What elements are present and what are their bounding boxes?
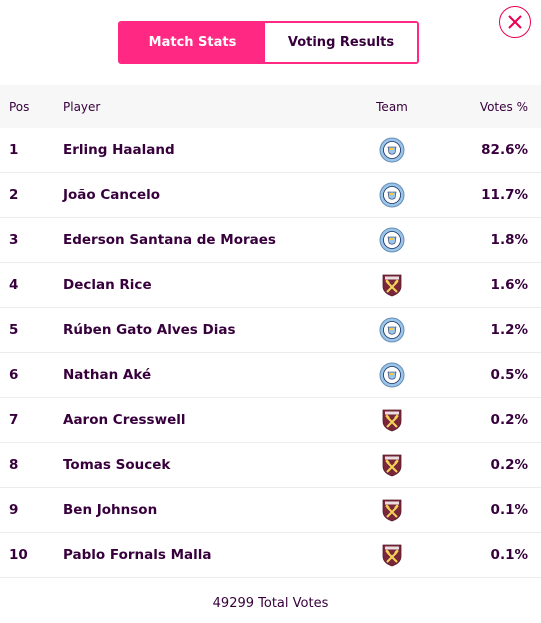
row-votes: 1.6% [490,277,528,293]
west-ham-badge-icon [382,409,402,432]
row-player: Tomas Soucek [63,457,171,473]
west-ham-badge-icon [382,544,402,567]
row-player: Nathan Aké [63,367,152,383]
table-row: 2 João Cancelo 11.7% [0,173,541,218]
row-player: João Cancelo [63,187,161,203]
close-icon [508,15,522,29]
table-row: 6 Nathan Aké 0.5% [0,353,541,398]
row-player: Aaron Cresswell [63,412,186,428]
voting-results-table: Pos Player Team Votes % 1 Erling Haaland 8… [0,85,541,578]
row-pos: 9 [9,502,19,518]
table-row: 10 Pablo Fornals Malla 0.1% [0,533,541,578]
man-city-badge-icon [379,182,405,208]
row-pos: 4 [9,277,19,293]
row-votes: 11.7% [481,187,528,203]
row-votes: 1.2% [490,322,528,338]
row-pos: 3 [9,232,19,248]
row-pos: 8 [9,457,19,473]
row-pos: 10 [9,547,28,563]
tab-match-stats[interactable]: Match Stats [120,23,265,62]
row-pos: 1 [9,142,19,158]
man-city-badge-icon [379,362,405,388]
table-row: 9 Ben Johnson 0.1% [0,488,541,533]
west-ham-badge-icon [382,274,402,297]
row-votes: 0.1% [490,547,528,563]
row-player: Pablo Fornals Malla [63,547,212,563]
row-player: Declan Rice [63,277,152,293]
header-player: Player [63,99,101,114]
man-city-badge-icon [379,137,405,163]
table-row: 8 Tomas Soucek 0.2% [0,443,541,488]
tab-switcher: Match Stats Voting Results [118,21,419,64]
table-row: 5 Rúben Gato Alves Dias 1.2% [0,308,541,353]
tab-voting-results[interactable]: Voting Results [265,23,417,62]
row-player: Ederson Santana de Moraes [63,232,276,248]
row-votes: 0.2% [490,412,528,428]
man-city-badge-icon [379,317,405,343]
table-row: 1 Erling Haaland 82.6% [0,128,541,173]
close-button[interactable] [499,6,531,38]
row-votes: 1.8% [490,232,528,248]
west-ham-badge-icon [382,499,402,522]
row-pos: 2 [9,187,19,203]
table-row: 7 Aaron Cresswell 0.2% [0,398,541,443]
row-votes: 82.6% [481,142,528,158]
header-votes: Votes % [479,99,528,114]
header-team: Team [376,99,408,114]
row-votes: 0.2% [490,457,528,473]
west-ham-badge-icon [382,454,402,477]
row-votes: 0.1% [490,502,528,518]
man-city-badge-icon [379,227,405,253]
row-player: Erling Haaland [63,142,175,158]
table-header: Pos Player Team Votes % [0,85,541,128]
header-pos: Pos [9,99,30,114]
row-pos: 6 [9,367,19,383]
row-votes: 0.5% [490,367,528,383]
row-pos: 5 [9,322,19,338]
table-row: 3 Ederson Santana de Moraes 1.8% [0,218,541,263]
total-votes: 49299 Total Votes [212,596,329,611]
row-player: Ben Johnson [63,502,158,518]
table-row: 4 Declan Rice 1.6% [0,263,541,308]
row-player: Rúben Gato Alves Dias [63,322,236,338]
row-pos: 7 [9,412,19,428]
